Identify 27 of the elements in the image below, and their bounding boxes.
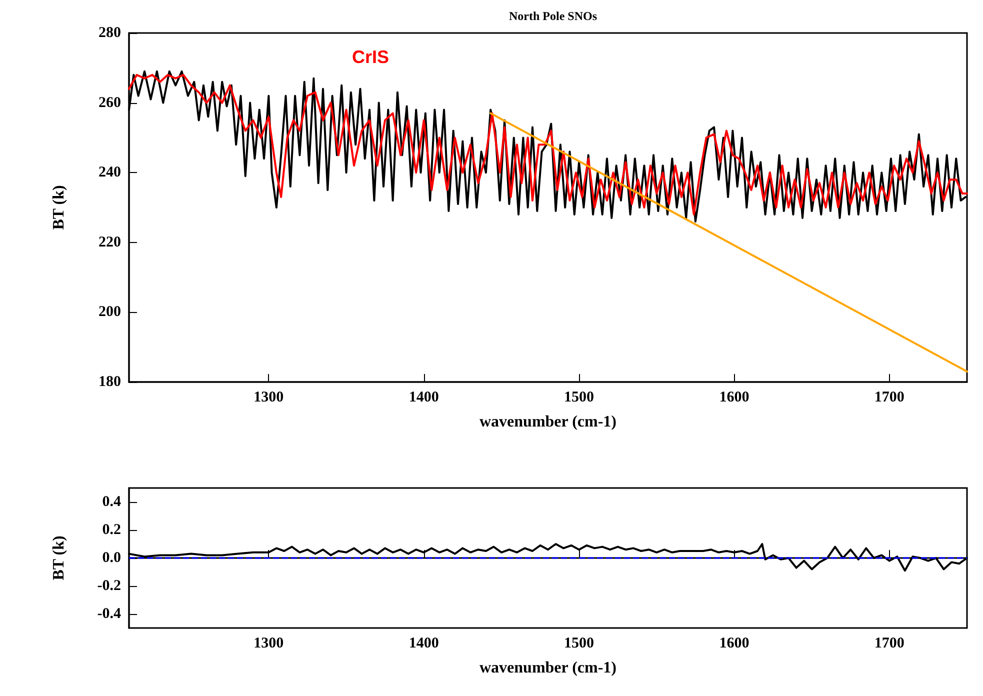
y-axis-title: BT (k) — [50, 185, 68, 230]
text: CrIS — [352, 47, 390, 67]
y-tick-label: -0.4 — [97, 606, 122, 622]
x-tick-label: 1300 — [254, 636, 284, 652]
y-axis-title: BT (k) — [50, 536, 68, 580]
chart-title: North Pole SNOs — [509, 9, 598, 23]
y-tick-label: 0.2 — [102, 522, 121, 538]
x-tick-label: 1600 — [719, 390, 750, 406]
x-axis-title: wavenumber (cm-1) — [479, 660, 617, 676]
y-tick-label: -0.2 — [97, 578, 121, 594]
x-tick-label: 1500 — [564, 390, 594, 406]
y-tick-label: 180 — [98, 374, 121, 390]
y-tick-label: 0.0 — [102, 550, 121, 566]
x-axis-title: wavenumber (cm-1) — [479, 414, 617, 430]
y-tick-label: 200 — [98, 304, 121, 320]
x-tick-label: 1700 — [874, 390, 904, 406]
x-tick-label: 1600 — [719, 636, 750, 652]
x-tick-label: 1500 — [564, 636, 594, 652]
x-tick-label: 1300 — [254, 390, 284, 406]
x-tick-label: 1700 — [874, 636, 904, 652]
x-tick-label: 1400 — [408, 390, 439, 406]
y-tick-label: 260 — [98, 94, 121, 111]
y-tick-label: 280 — [98, 25, 121, 41]
y-tick-label: 220 — [98, 234, 121, 250]
y-tick-label: 240 — [98, 164, 121, 181]
x-tick-label: 1400 — [408, 636, 439, 652]
y-tick-label: 0.4 — [102, 494, 122, 510]
